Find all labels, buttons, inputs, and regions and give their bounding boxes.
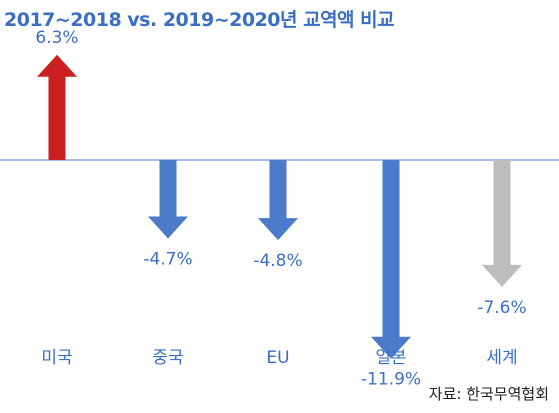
- bar-arrow-4: [482, 160, 522, 287]
- value-label-2: -4.8%: [253, 251, 302, 271]
- category-label-3: 일본: [375, 348, 406, 368]
- category-label-0: 미국: [41, 348, 72, 368]
- chart-title: 2017~2018 vs. 2019~2020년 교역액 비교: [4, 9, 395, 31]
- value-label-3: -11.9%: [361, 370, 421, 390]
- value-label-4: -7.6%: [477, 298, 526, 318]
- value-label-1: -4.7%: [143, 249, 192, 269]
- category-label-4: 세계: [486, 348, 517, 368]
- category-label-2: EU: [266, 348, 289, 368]
- bar-arrow-1: [148, 160, 188, 239]
- bar-arrow-3: [371, 160, 411, 359]
- source-note: 자료: 한국무역협회: [428, 385, 549, 403]
- value-label-0: 6.3%: [35, 28, 78, 48]
- bar-arrow-2: [258, 160, 298, 241]
- category-label-1: 중국: [152, 348, 183, 368]
- bar-arrow-0: [37, 54, 77, 160]
